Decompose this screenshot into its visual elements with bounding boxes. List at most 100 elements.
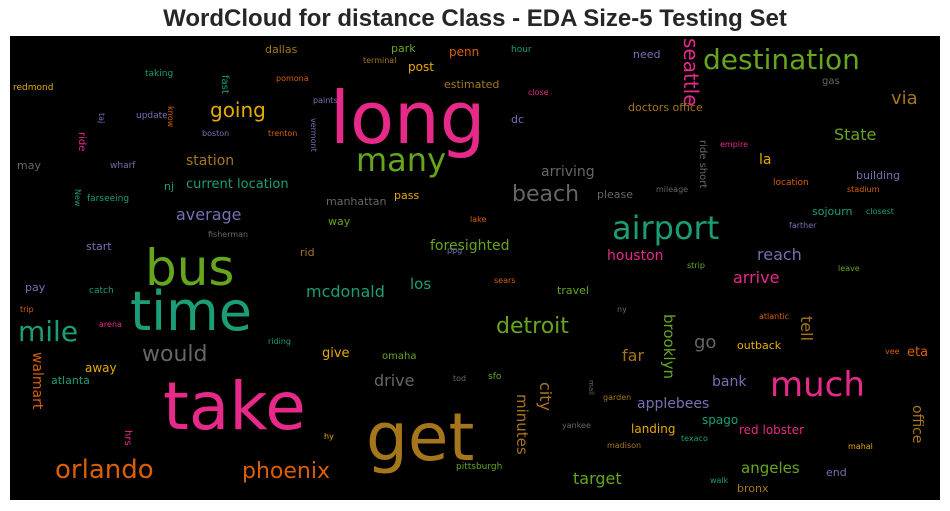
word-far: far [622,346,645,365]
word-target: target [573,469,622,488]
word-nj: nj [164,180,175,193]
word-outback: outback [737,339,782,352]
word-end: end [826,466,847,479]
word-taking: taking [145,69,174,79]
word-pass: pass [394,189,420,202]
word-tod: tod [453,374,467,383]
word-location: location [773,178,809,188]
word-station: station [186,153,235,169]
word-hy: hy [324,432,334,441]
word-penn: penn [449,45,480,59]
word-seattle: seattle [679,38,703,107]
word-estimated: estimated [444,78,500,91]
word-would: would [142,342,208,367]
word-brooklyn: brooklyn [660,314,678,379]
word-walk: walk [710,476,729,485]
word-pay: pay [25,281,46,294]
word-wharf: wharf [110,161,136,171]
word-omaha: omaha [382,351,417,362]
word-may: may [17,159,41,172]
word-vermont: vermont [309,118,318,152]
word-farther: farther [789,221,817,230]
word-eta: eta [907,345,929,360]
word-time: time [130,280,253,343]
word-please: please [597,188,634,201]
word-ride-short: ride short [697,140,708,189]
word-leave: leave [838,264,860,273]
word-mileage: mileage [656,185,689,194]
word-building: building [856,169,901,182]
word-taj: taj [97,113,106,124]
word-foresighted: foresighted [430,238,510,254]
word-farseeing: farseeing [87,194,130,204]
word-take: take [163,368,306,445]
word-atlanta: atlanta [51,374,90,387]
word-know: know [166,106,175,128]
word-lake: lake [470,215,487,224]
word-give: give [322,346,350,361]
word-rid: rid [300,246,315,259]
word-pomona: pomona [276,74,309,83]
word-bus: bus [145,239,235,297]
word-dc: dc [511,113,525,126]
word-fast: fast [219,75,230,94]
word-ny: ny [617,305,627,314]
word-madison: madison [607,441,642,450]
word-closest: closest [866,207,894,216]
word-hour: hour [511,45,532,55]
word-travel: travel [557,284,589,297]
word-phoenix: phoenix [242,459,330,484]
word-fisherman: fisherman [208,230,249,239]
word-destination: destination [703,43,860,76]
word-atlantic: atlantic [759,312,789,321]
word-terminal: terminal [363,56,397,65]
word-walmart: walmart [29,352,45,410]
word-go: go [694,332,717,353]
word-get: get [366,399,475,476]
word-tell: tell [797,316,816,342]
word-dallas: dallas [265,43,298,56]
word-redmond: redmond [13,83,54,93]
word-minutes: minutes [513,394,531,455]
word-reach: reach [757,245,802,264]
word-mahal: mahal [848,442,873,451]
word-houston: houston [607,248,664,264]
word-office: office [909,405,925,444]
word-ppg: ppg [447,246,463,255]
word-bronx: bronx [737,482,769,495]
word-going: going [210,98,266,122]
word-empire: empire [720,140,749,149]
word-away: away [85,361,117,375]
word-sfo: sfo [488,372,502,382]
word-trip: trip [20,305,34,314]
word-los: los [410,275,432,293]
word-need: need [633,48,661,61]
word-red-lobster: red lobster [739,423,805,437]
word-stadium: stadium [847,185,880,194]
word-orlando: orlando [55,455,154,485]
word-start: start [86,240,112,253]
word-sojourn: sojourn [812,205,853,218]
word-park: park [391,42,416,55]
wordcloud-canvas: long take get time bus much airport many destina… [10,36,940,500]
word-spago: spago [702,413,739,427]
word-city: city [536,382,555,411]
word-paints: paints [313,96,338,105]
word-texaco: texaco [681,434,708,443]
word-way: way [328,215,351,228]
word-average: average [176,205,242,224]
word-arrive: arrive [733,268,780,287]
word-riding: riding [268,337,291,346]
word-update: update [136,111,168,121]
word-doctors-office: doctors office [628,101,703,114]
word-boston: boston [202,129,230,138]
word-trenton: trenton [268,129,298,138]
word-detroit: detroit [496,314,569,339]
word-current-location: current location [186,177,289,192]
word-via: via [891,88,918,109]
word-arena: arena [99,320,122,329]
word-state: State [834,125,877,144]
word-angeles: angeles [741,459,800,477]
word-long: long [330,76,486,160]
word-vee: vee [885,347,900,356]
